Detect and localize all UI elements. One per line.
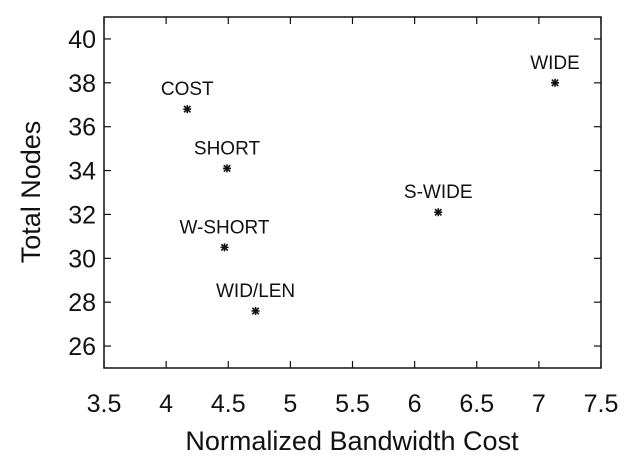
x-tick-label: 5 (283, 390, 297, 418)
data-point (551, 78, 560, 87)
x-tick-label: 4 (159, 390, 173, 418)
y-tick-label: 36 (68, 114, 96, 142)
x-axis-label: Normalized Bandwidth Cost (185, 426, 519, 456)
point-label: WID/LEN (216, 281, 295, 302)
y-tick-label: 40 (68, 26, 96, 54)
data-point (251, 306, 260, 315)
y-tick-label: 28 (68, 289, 96, 317)
y-tick-label: 26 (68, 333, 96, 361)
point-label: W-SHORT (179, 217, 269, 238)
y-tick-label: 32 (68, 201, 96, 229)
x-tick-label: 4.5 (211, 390, 246, 418)
y-tick-label: 30 (68, 245, 96, 273)
data-point (183, 105, 192, 114)
x-tick-label: 5.5 (335, 390, 370, 418)
x-tick-label: 6 (408, 390, 422, 418)
y-tick-label: 38 (68, 70, 96, 98)
point-label: COST (161, 79, 214, 100)
data-point (223, 164, 232, 173)
point-label: S-WIDE (404, 182, 473, 203)
data-point (220, 243, 229, 252)
x-tick-label: 7.5 (584, 390, 619, 418)
y-axis: 26 28 30 32 34 36 38 40 (68, 26, 601, 361)
x-tick-label: 7 (532, 390, 546, 418)
x-axis: 3.5 4 4.5 5 5.5 6 6.5 7 7.5 (87, 17, 619, 418)
x-tick-label: 6.5 (459, 390, 494, 418)
point-label: WIDE (530, 53, 580, 74)
y-axis-label: Total Nodes (16, 121, 46, 264)
plot-frame (103, 16, 602, 369)
data-point (434, 208, 443, 217)
y-tick-label: 34 (68, 158, 96, 186)
data-points: COST SHORT W-SHORT WID/LEN S-WIDE WIDE (161, 53, 580, 315)
x-tick-label: 3.5 (87, 390, 122, 418)
point-label: SHORT (194, 138, 261, 159)
